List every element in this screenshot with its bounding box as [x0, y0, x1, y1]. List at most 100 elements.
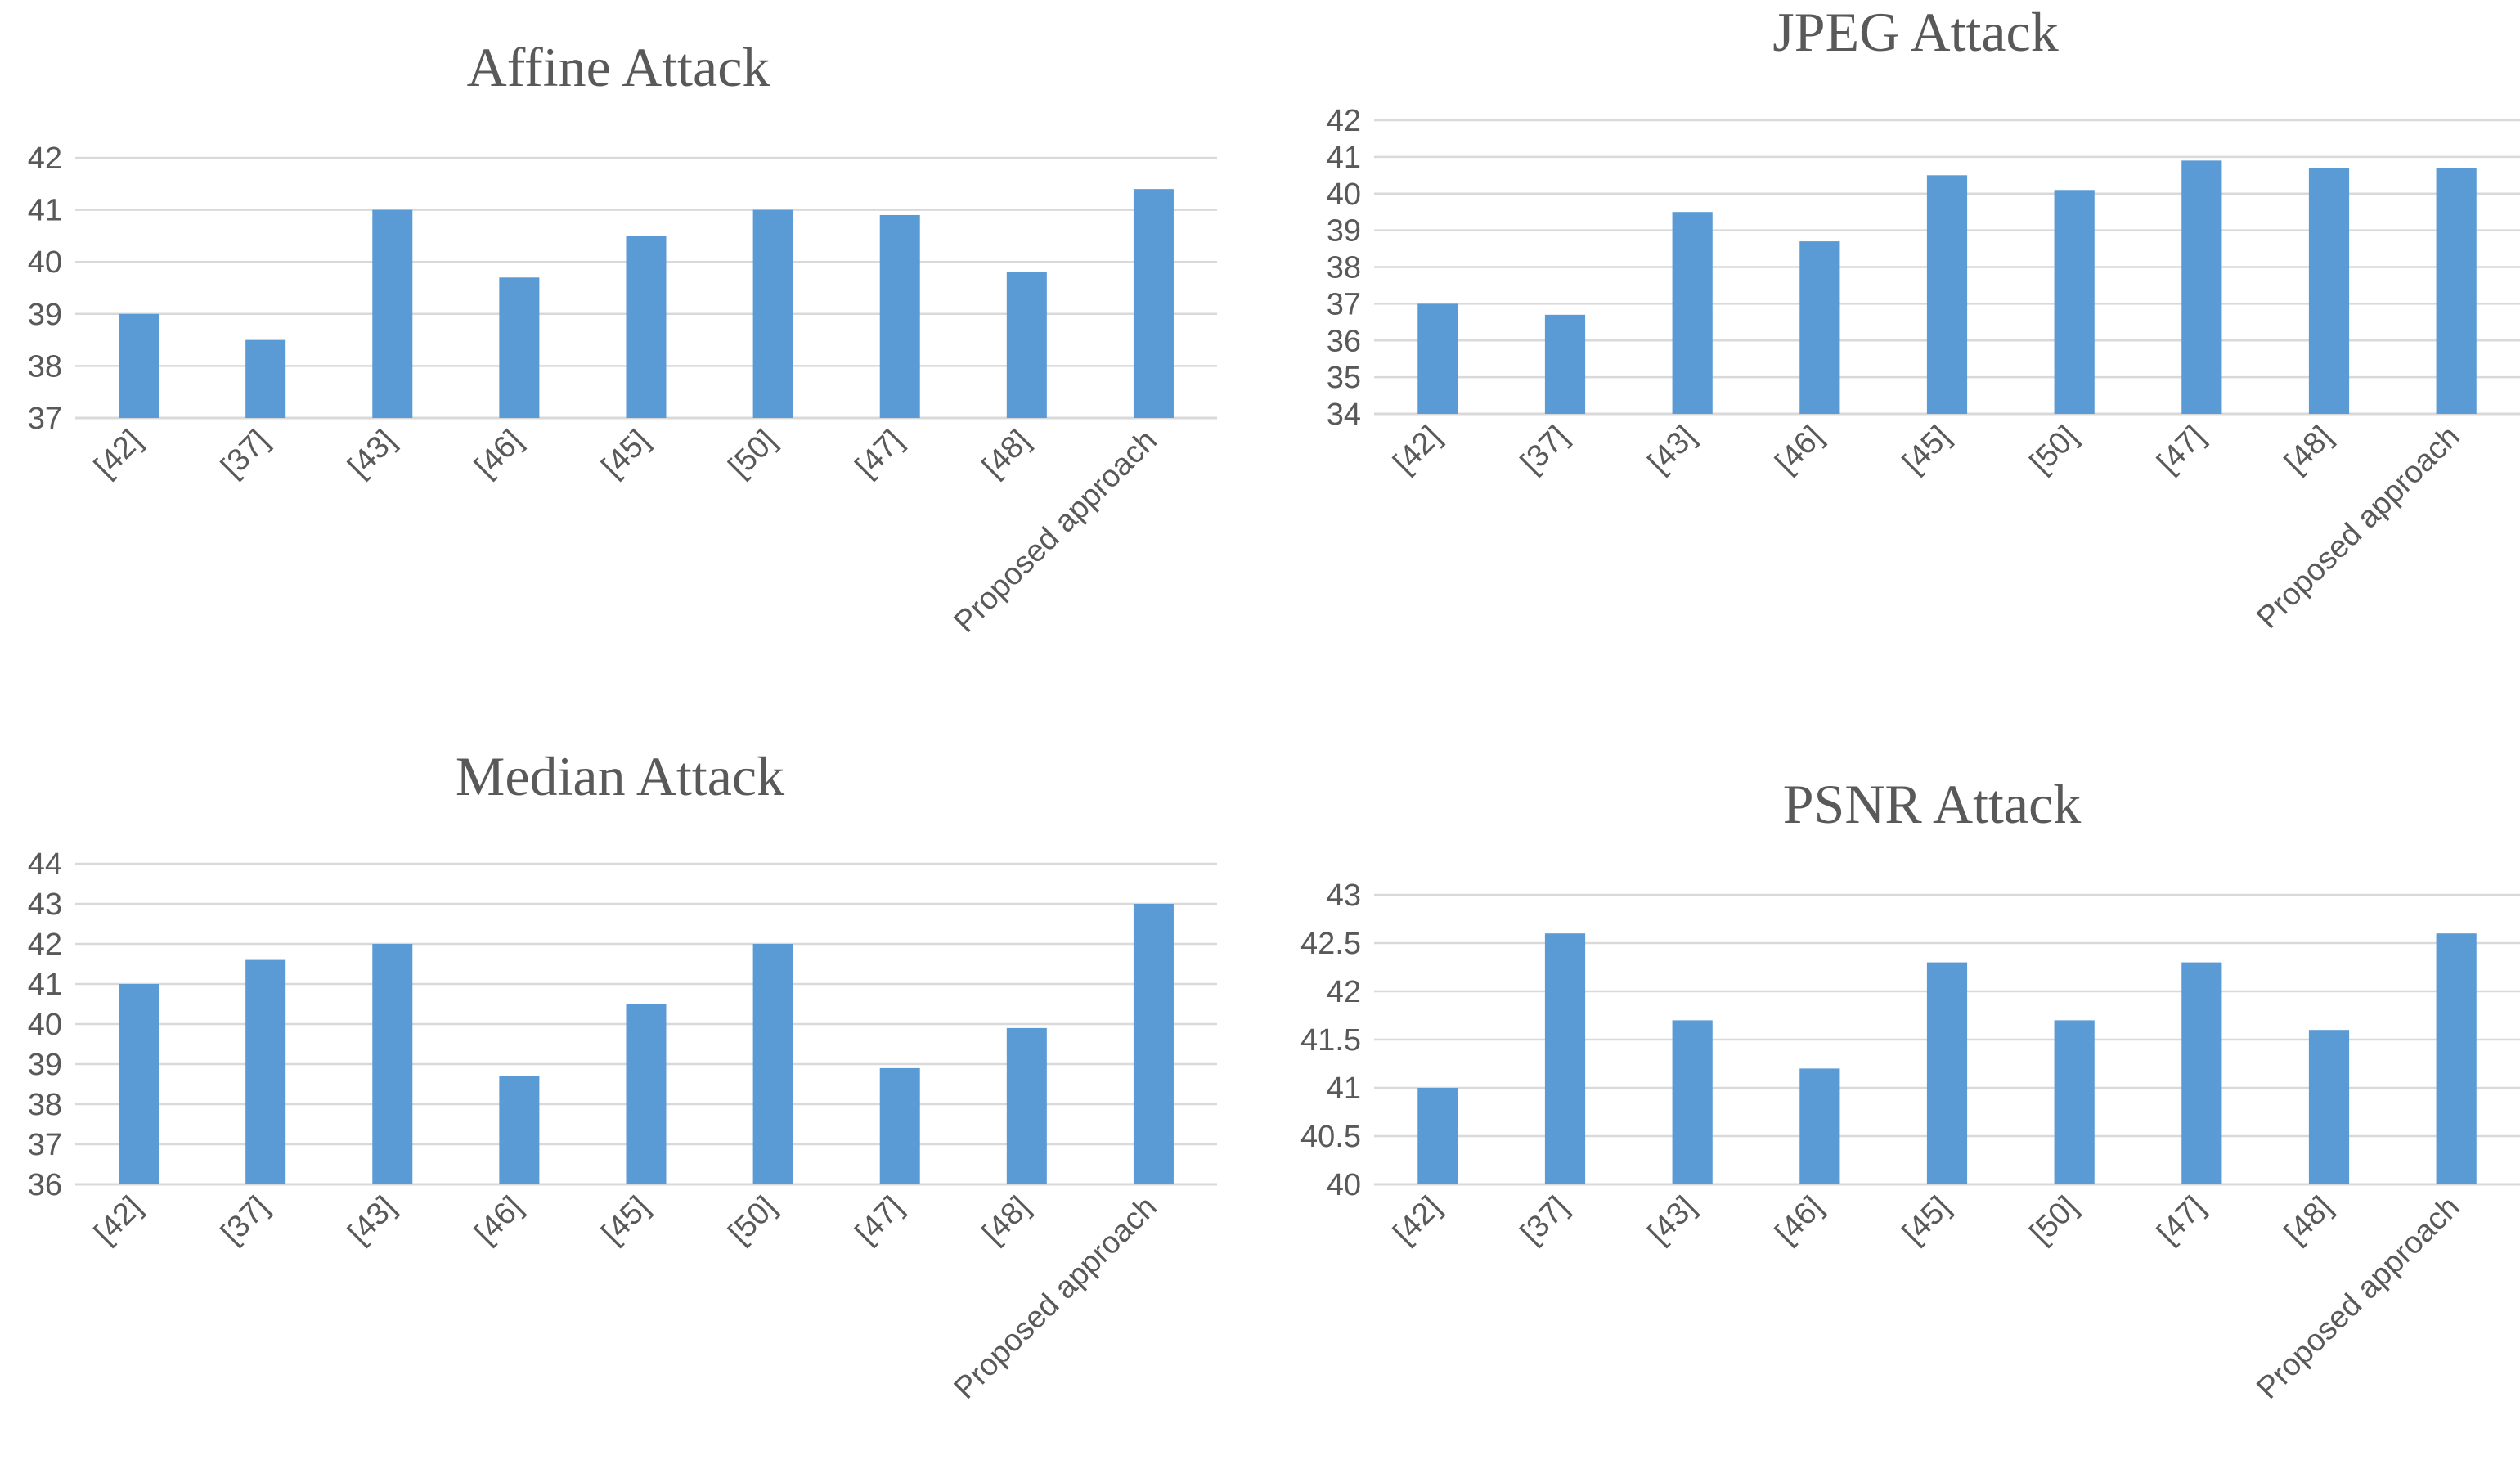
- x-category-label: [37]: [215, 424, 276, 485]
- bar: [119, 313, 159, 418]
- x-category-label: [50]: [2024, 420, 2085, 481]
- chart-title: Affine Attack: [467, 36, 770, 98]
- x-category-label: [37]: [215, 1190, 276, 1251]
- bar: [1799, 241, 1840, 414]
- x-category-label: [43]: [1642, 420, 1703, 481]
- chart-title: Median Attack: [456, 745, 784, 807]
- x-category-label: [48]: [976, 1190, 1037, 1251]
- bar: [1672, 212, 1713, 414]
- y-tick-label: 34: [1327, 398, 1361, 432]
- y-tick-label: 41: [1327, 1071, 1361, 1106]
- x-category-label: [42]: [1387, 420, 1449, 481]
- y-tick-label: 37: [28, 402, 62, 436]
- bar: [2436, 933, 2477, 1184]
- chart-median-attack: Median Attack 36 37 38 39 40 41 42 43 44 [42] [37] […: [28, 745, 1217, 1406]
- bar: [372, 209, 413, 418]
- y-tick-label: 42: [1327, 975, 1361, 1009]
- bar: [879, 1067, 920, 1184]
- bar: [752, 209, 793, 418]
- y-tick-label: 39: [28, 1048, 62, 1082]
- y-tick-label: 40.5: [1300, 1120, 1361, 1154]
- y-tick-label: 41: [1327, 141, 1361, 175]
- y-tick-label: 41.5: [1300, 1023, 1361, 1058]
- bar: [626, 236, 667, 418]
- y-tick-label: 38: [28, 1088, 62, 1122]
- y-tick-label: 38: [28, 349, 62, 384]
- y-tick-label: 36: [28, 1168, 62, 1202]
- x-category-label: [45]: [595, 424, 657, 485]
- x-category-label: [46]: [469, 424, 530, 485]
- bar: [2308, 168, 2350, 414]
- bar: [752, 944, 793, 1184]
- bar: [1926, 962, 1968, 1184]
- x-category-label: [42]: [88, 424, 149, 485]
- y-tick-label: 37: [28, 1128, 62, 1162]
- x-category-label: [50]: [2024, 1190, 2085, 1251]
- bar: [119, 984, 159, 1184]
- y-tick-label: 42: [1327, 104, 1361, 138]
- chart-title: JPEG Attack: [1772, 1, 2058, 63]
- y-tick-label: 42: [28, 142, 62, 176]
- y-tick-label: 40: [28, 245, 62, 280]
- x-category-label: [47]: [849, 1190, 910, 1251]
- y-tick-label: 44: [28, 847, 62, 882]
- x-category-label: [48]: [2278, 1190, 2339, 1251]
- bar: [499, 1076, 540, 1184]
- bar: [1133, 189, 1174, 418]
- x-category-label: [45]: [595, 1190, 657, 1251]
- bar: [1133, 904, 1174, 1184]
- bar: [2308, 1030, 2350, 1184]
- y-tick-label: 40: [1327, 177, 1361, 212]
- x-category-label: [43]: [342, 1190, 403, 1251]
- chart-psnr-attack: PSNR Attack 40 40.5 41 41.5 42 42.5 43 [42] [37] […: [1300, 773, 2520, 1406]
- bar: [1006, 272, 1047, 418]
- bar: [2181, 962, 2222, 1184]
- bar: [626, 1004, 667, 1184]
- x-category-label: [48]: [2278, 420, 2339, 481]
- y-tick-label: 35: [1327, 361, 1361, 395]
- bar: [2181, 160, 2222, 415]
- x-category-label: [46]: [1769, 1190, 1830, 1251]
- y-tick-label: 39: [1327, 214, 1361, 249]
- bar: [2436, 168, 2477, 414]
- x-category-label: [45]: [1896, 420, 1957, 481]
- y-tick-label: 40: [28, 1008, 62, 1042]
- y-tick-label: 40: [1327, 1168, 1361, 1202]
- bar: [1006, 1027, 1047, 1184]
- bar: [245, 339, 286, 418]
- y-tick-label: 37: [1327, 287, 1361, 321]
- x-category-label: [46]: [469, 1190, 530, 1251]
- y-tick-label: 43: [28, 887, 62, 922]
- y-tick-label: 36: [1327, 324, 1361, 358]
- bar: [2054, 190, 2095, 414]
- bar: [1926, 175, 1968, 414]
- x-category-label: [42]: [1387, 1190, 1449, 1251]
- x-category-label: [37]: [1514, 1190, 1575, 1251]
- x-category-label: [47]: [849, 424, 910, 485]
- x-category-label: [46]: [1769, 420, 1830, 481]
- bar: [1417, 303, 1458, 414]
- x-category-label: [47]: [2151, 1190, 2212, 1251]
- chart-affine-attack: Affine Attack 37 38 39 40 41 42 [42] [37] [43] [46…: [28, 36, 1217, 640]
- bar: [1417, 1088, 1458, 1184]
- x-category-label: [48]: [976, 424, 1037, 485]
- bar: [372, 944, 413, 1184]
- x-category-label: [45]: [1896, 1190, 1957, 1251]
- x-category-label: [42]: [88, 1190, 149, 1251]
- x-category-label: [43]: [1642, 1190, 1703, 1251]
- x-category-label: [47]: [2151, 420, 2212, 481]
- bar: [1544, 933, 1586, 1184]
- x-category-label: [50]: [722, 1190, 784, 1251]
- x-category-label: [37]: [1514, 420, 1575, 481]
- y-tick-label: 39: [28, 298, 62, 332]
- x-category-label: [50]: [722, 424, 784, 485]
- bar: [1672, 1020, 1713, 1184]
- bar: [879, 214, 920, 418]
- bar: [499, 277, 540, 418]
- y-tick-label: 42.5: [1300, 927, 1361, 961]
- y-tick-label: 42: [28, 928, 62, 962]
- x-category-label: [43]: [342, 424, 403, 485]
- bar: [245, 959, 286, 1184]
